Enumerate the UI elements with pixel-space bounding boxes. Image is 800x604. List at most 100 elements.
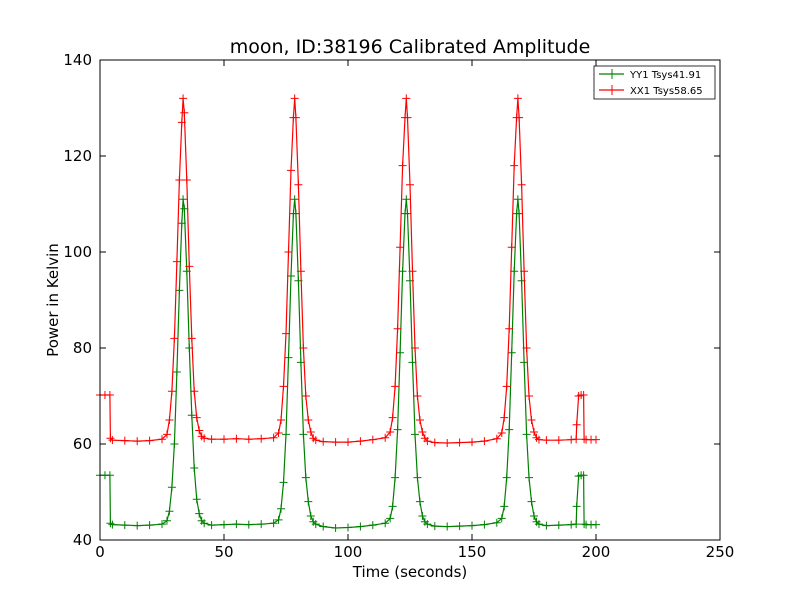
data-point [180, 204, 189, 213]
x-tick-label: 250 [706, 543, 735, 561]
series-2 [96, 94, 600, 448]
data-point [391, 382, 400, 391]
x-tick-label: 100 [334, 543, 363, 561]
x-tick-label: 150 [458, 543, 487, 561]
data-point [423, 437, 432, 446]
data-point [311, 520, 320, 529]
data-point [185, 262, 194, 271]
data-point [344, 438, 352, 447]
data-point [291, 113, 300, 122]
data-point [170, 334, 179, 343]
data-point [244, 520, 253, 529]
data-point [220, 435, 228, 444]
data-point [554, 436, 563, 445]
data-point [386, 514, 395, 523]
data-point [177, 219, 186, 228]
data-point [294, 180, 303, 189]
data-point [179, 195, 188, 204]
data-point [274, 428, 283, 437]
data-point [418, 512, 427, 520]
data-point [277, 416, 286, 424]
legend-marker [607, 85, 617, 95]
data-point [331, 438, 340, 447]
plot-frame [99, 59, 721, 541]
data-point [286, 166, 295, 175]
data-point [284, 353, 293, 362]
data-point [525, 473, 534, 482]
data-point [282, 430, 290, 439]
y-axis-label: Power in Kelvin [44, 243, 62, 357]
data-point [368, 521, 377, 530]
data-point [165, 507, 174, 516]
data-point [192, 495, 201, 504]
data-point [301, 473, 310, 482]
data-point [200, 434, 209, 443]
data-point [579, 471, 588, 480]
data-point [527, 497, 536, 506]
series-1 [96, 195, 600, 532]
data-point [207, 521, 216, 530]
data-point [572, 520, 581, 529]
x-axis: 0 50 100 150 200 250 [95, 60, 734, 561]
data-point [505, 324, 514, 333]
legend-marker [607, 69, 617, 79]
data-point [572, 435, 581, 444]
data-point [515, 209, 524, 218]
data-point [177, 118, 186, 127]
data-point [505, 425, 514, 434]
y-tick-label: 140 [63, 51, 92, 69]
data-point [413, 473, 422, 482]
data-point [319, 522, 328, 531]
data-point [319, 437, 328, 446]
data-point [513, 195, 522, 204]
data-point [530, 512, 538, 520]
data-point [572, 420, 581, 429]
data-point [492, 434, 501, 443]
legend-box [593, 65, 716, 100]
data-point [105, 471, 114, 480]
data-point [396, 348, 405, 357]
data-point [182, 176, 191, 184]
data-point [443, 439, 452, 448]
data-point [105, 391, 114, 400]
data-point [145, 521, 154, 530]
data-point [269, 433, 278, 442]
data-point [290, 94, 299, 103]
data-point [513, 94, 522, 103]
data-point [368, 435, 377, 444]
data-point [106, 519, 115, 528]
data-point [162, 516, 171, 525]
data-point [306, 428, 315, 436]
legend-entry: XX1 Tsys58.65 [599, 85, 703, 97]
series-line [100, 199, 596, 529]
data-point [381, 433, 390, 442]
data-point [410, 430, 419, 439]
data-point [507, 348, 516, 357]
data-point [542, 521, 551, 530]
data-point [167, 387, 176, 396]
data-point [554, 521, 563, 530]
data-point [165, 416, 174, 424]
data-point [423, 520, 432, 529]
data-point [304, 497, 313, 506]
data-point [274, 515, 283, 524]
data-point [195, 426, 204, 435]
data-point [195, 509, 204, 518]
data-point [187, 411, 196, 420]
data-point [296, 267, 305, 276]
data-point [158, 435, 166, 444]
data-point [284, 248, 293, 256]
data-point [175, 176, 184, 184]
data-point [413, 392, 422, 400]
data-point [402, 94, 411, 103]
data-point [391, 473, 400, 482]
data-point [468, 521, 476, 530]
data-point [133, 521, 142, 530]
data-point [344, 523, 352, 532]
data-point [403, 113, 412, 122]
chart-title: moon, ID:38196 Calibrated Amplitude [230, 36, 591, 58]
data-point [388, 502, 397, 511]
data-point [517, 180, 526, 189]
data-point [406, 180, 414, 189]
